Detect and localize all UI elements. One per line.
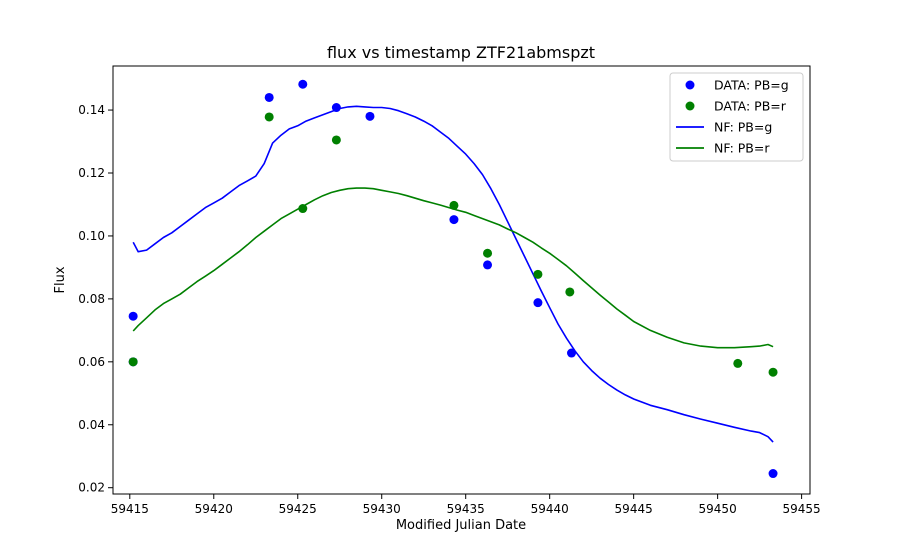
y-tick-label: 0.10 (78, 229, 105, 243)
y-tick-label: 0.14 (78, 103, 105, 117)
x-tick-label: 59450 (699, 502, 737, 516)
series-line-nf-pb-r (132, 187, 774, 349)
series-layer (128, 79, 778, 479)
data-point-g (365, 111, 375, 121)
data-point-r (298, 204, 308, 214)
data-point-g (449, 215, 459, 225)
data-point-r (565, 287, 575, 297)
legend-label: NF: PB=r (714, 141, 770, 156)
x-tick-label: 59425 (279, 502, 317, 516)
data-point-g (483, 260, 493, 270)
data-point-r (483, 248, 493, 258)
data-point-g (533, 298, 543, 308)
x-axis: 59415 59420 59425 59430 59435 59440 59445 59450… (111, 494, 821, 516)
data-point-g (331, 103, 341, 113)
y-axis: 0.02 0.04 0.06 0.08 0.10 0.12 0.14 (78, 103, 113, 495)
y-tick-label: 0.02 (78, 481, 105, 495)
y-axis-label: Flux (53, 266, 68, 293)
data-point-r (264, 112, 274, 122)
legend-box (669, 72, 804, 162)
y-tick-label: 0.04 (78, 418, 105, 432)
data-point-g (128, 311, 138, 321)
plot-area-frame (112, 65, 811, 495)
y-tick-label: 0.08 (78, 292, 105, 306)
x-tick-label: 59455 (783, 502, 821, 516)
legend-label: NF: PB=g (714, 120, 772, 135)
data-point-r (331, 135, 341, 145)
data-point-g (768, 469, 778, 479)
legend-label: DATA: PB=r (714, 99, 787, 114)
x-axis-label: Modified Julian Date (396, 518, 526, 533)
series-line-nf-pb-g (132, 105, 774, 443)
x-tick-label: 59435 (447, 502, 485, 516)
data-point-r (533, 269, 543, 279)
x-tick-label: 59420 (195, 502, 233, 516)
x-tick-label: 59415 (111, 502, 149, 516)
x-tick-label: 59430 (363, 502, 401, 516)
data-point-r (128, 357, 138, 367)
y-tick-label: 0.12 (78, 166, 105, 180)
data-point-r (768, 367, 778, 377)
legend: DATA: PB=g DATA: PB=r NF: PB=g NF: PB=r (669, 72, 804, 162)
legend-label: DATA: PB=g (714, 78, 789, 93)
x-tick-label: 59445 (615, 502, 653, 516)
legend-marker (685, 80, 695, 90)
legend-marker (685, 101, 695, 111)
x-tick-label: 59440 (531, 502, 569, 516)
data-point-r (733, 358, 743, 368)
data-point-g (567, 348, 577, 358)
y-tick-label: 0.06 (78, 355, 105, 369)
data-point-g (264, 92, 274, 102)
data-point-g (298, 79, 308, 89)
chart-title: flux vs timestamp ZTF21abmspzt (327, 43, 595, 62)
data-point-r (449, 200, 459, 210)
